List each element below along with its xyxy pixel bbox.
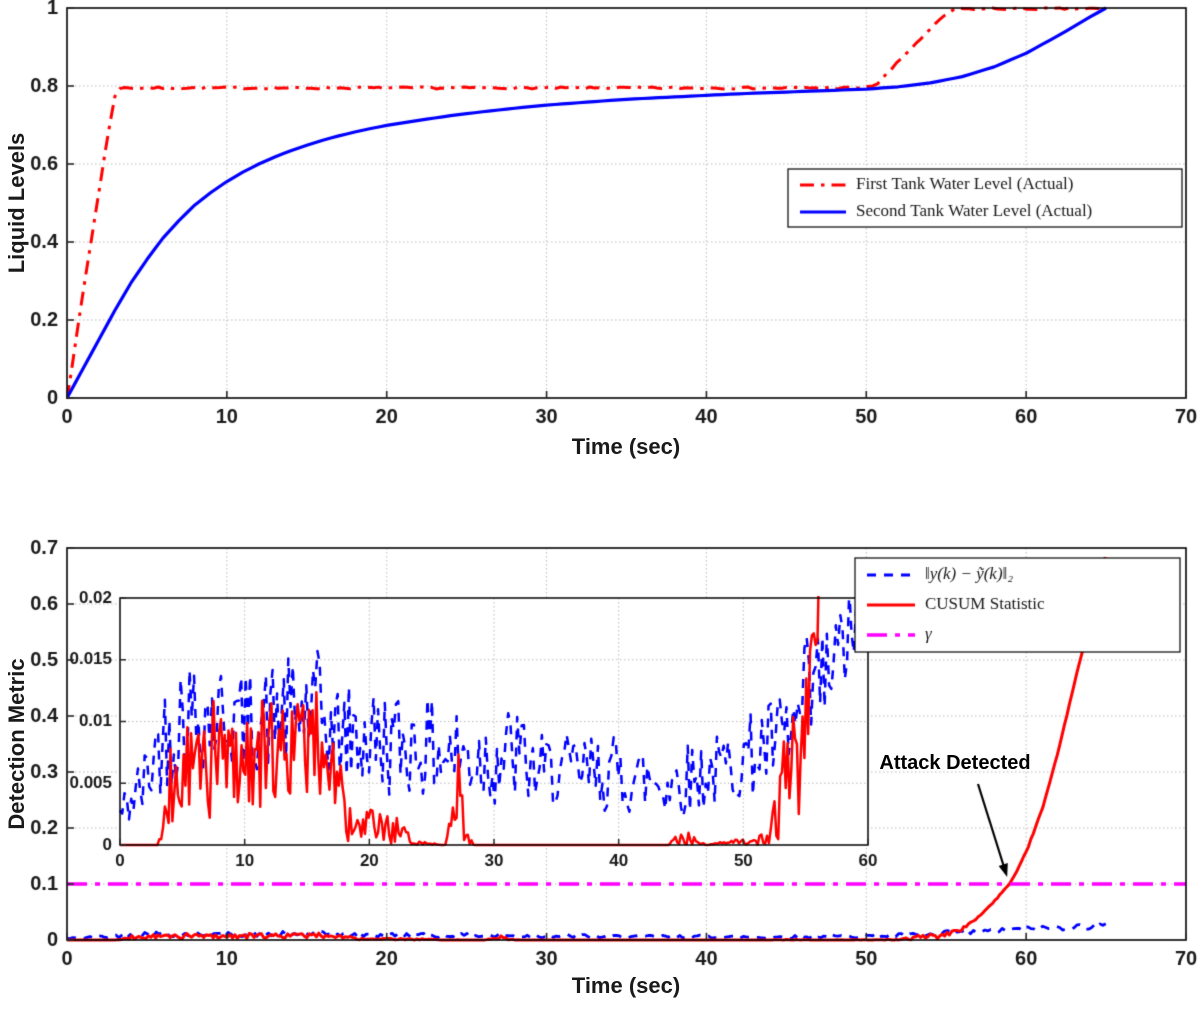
detection-metric-ylabel: Detection Metric (4, 658, 29, 830)
liquid-levels-chart (0, 0, 1200, 470)
liquid-levels-xlabel: Time (sec) (571, 434, 681, 459)
liquid-levels-ylabel: Liquid Levels (4, 132, 29, 274)
detection-metric-chart (0, 470, 1200, 1009)
attack-detected-annotation: Attack Detected (879, 752, 1031, 774)
detection-metric-xlabel: Time (sec) (571, 973, 681, 998)
